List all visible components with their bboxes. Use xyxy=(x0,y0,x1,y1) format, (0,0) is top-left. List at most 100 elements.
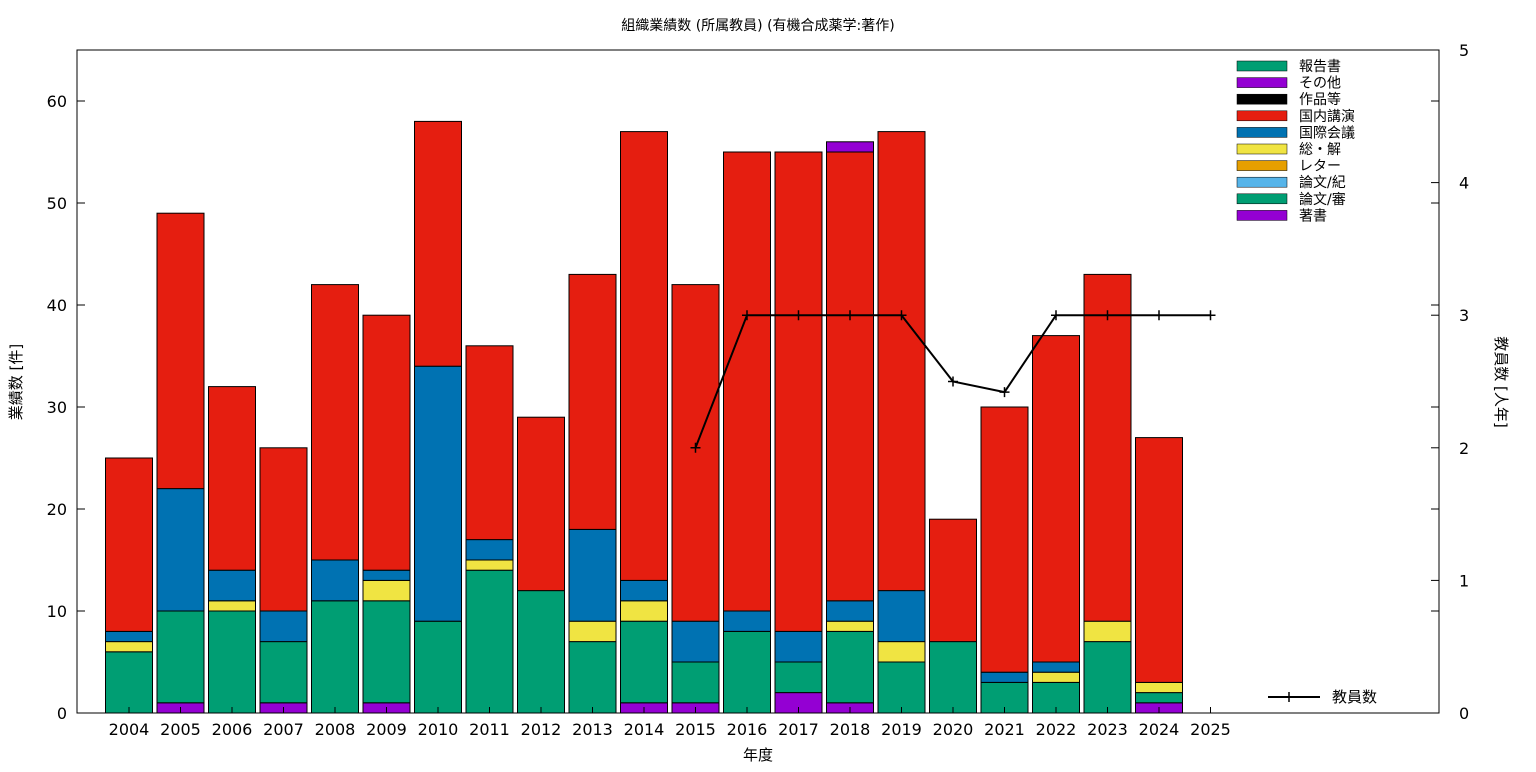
x-tick-label: 2012 xyxy=(521,720,562,739)
y-tick-label: 60 xyxy=(47,92,67,111)
y-axis-label: 業績数 [件] xyxy=(7,344,25,420)
bar-segment xyxy=(1083,641,1132,714)
legend-line-label: 教員数 xyxy=(1332,688,1377,706)
bar-segment xyxy=(414,365,462,622)
bar-segment xyxy=(208,610,256,714)
y2-tick-label: 1 xyxy=(1459,571,1469,590)
line-point-marker xyxy=(999,387,1010,398)
x-tick-label: 2013 xyxy=(572,720,613,739)
bar-segment xyxy=(774,630,823,663)
bar-segment xyxy=(1135,692,1183,704)
bar-segment xyxy=(826,630,874,704)
bar-segment xyxy=(568,641,617,714)
bar-segment xyxy=(105,651,153,714)
bar-segment xyxy=(105,630,153,643)
bar-segment xyxy=(362,314,411,571)
bar-segment xyxy=(311,600,359,714)
bar-segment xyxy=(826,141,874,153)
x-tick-label: 2004 xyxy=(109,720,150,739)
bar-segment xyxy=(568,528,617,622)
x-tick-label: 2019 xyxy=(881,720,922,739)
bar-segment xyxy=(1135,437,1183,683)
x-tick-label: 2023 xyxy=(1087,720,1128,739)
bar-segment xyxy=(826,620,874,632)
x-tick-label: 2021 xyxy=(984,720,1025,739)
bar-segment xyxy=(929,641,977,714)
bar-segment xyxy=(259,447,308,612)
bar-segment xyxy=(1032,661,1080,673)
bar-segment xyxy=(259,641,308,704)
bar-segment xyxy=(105,641,153,653)
bar-segment xyxy=(568,273,617,530)
legend-swatch xyxy=(1236,60,1288,72)
x-tick-label: 2015 xyxy=(675,720,716,739)
y-tick-label: 10 xyxy=(47,602,67,621)
bar-segment xyxy=(517,590,565,714)
bar-segment xyxy=(465,569,514,714)
bar-segment xyxy=(774,151,823,632)
legend-swatch xyxy=(1236,143,1288,155)
legend-swatch xyxy=(1236,160,1288,171)
bar-segment xyxy=(1032,671,1080,683)
legend-label: 報告書 xyxy=(1299,59,1341,75)
bar-segment xyxy=(877,661,926,714)
bar-segment xyxy=(671,284,720,622)
bar-segment xyxy=(620,579,668,602)
x-tick-label: 2020 xyxy=(933,720,974,739)
y-tick-label: 0 xyxy=(57,704,67,723)
bar-segment xyxy=(774,661,823,694)
x-tick-label: 2025 xyxy=(1190,720,1231,739)
bar-segment xyxy=(517,416,565,592)
bar-segment xyxy=(208,600,256,612)
x-tick-label: 2022 xyxy=(1036,720,1077,739)
y-tick-label: 30 xyxy=(47,398,67,417)
legend-label: 作品等 xyxy=(1299,91,1341,108)
bar-segment xyxy=(1083,620,1132,643)
legend-label: 論文/審 xyxy=(1299,192,1346,208)
x-tick-label: 2009 xyxy=(366,720,407,739)
line-point-marker xyxy=(690,442,701,453)
y2-tick-label: 2 xyxy=(1459,439,1469,458)
bar-segment xyxy=(877,590,926,643)
legend-swatch xyxy=(1236,110,1288,122)
y2-tick-label: 5 xyxy=(1459,41,1469,60)
y-tick-label: 40 xyxy=(47,296,67,315)
x-tick-label: 2024 xyxy=(1139,720,1180,739)
legend-label: 国内講演 xyxy=(1299,109,1355,125)
bar-segment xyxy=(208,569,256,602)
chart-title: 組織業績数 (所属教員) (有機合成薬学:著作) xyxy=(621,18,894,34)
bar-segment xyxy=(568,620,617,643)
bar-segment xyxy=(362,569,411,581)
y-tick-label: 20 xyxy=(47,500,67,519)
legend-label: レター xyxy=(1299,159,1341,175)
bar-segment xyxy=(414,620,462,714)
bar-segment xyxy=(826,151,874,602)
legend-swatch xyxy=(1236,77,1288,88)
bar-segment xyxy=(414,120,462,367)
x-tick-label: 2007 xyxy=(263,720,304,739)
legend-label: 論文/紀 xyxy=(1299,175,1346,191)
bar-segment xyxy=(929,518,977,643)
x-tick-label: 2014 xyxy=(624,720,665,739)
bar-segment xyxy=(105,457,153,632)
line-point-marker xyxy=(948,376,958,387)
bar-segment xyxy=(620,131,668,581)
bar-segment xyxy=(1135,681,1183,694)
bar-segment xyxy=(465,345,514,541)
bar-segment xyxy=(259,610,308,643)
x-tick-label: 2017 xyxy=(778,720,819,739)
bar-segment xyxy=(465,559,514,571)
line-point-marker xyxy=(1205,310,1216,321)
x-tick-label: 2008 xyxy=(315,720,356,739)
bar-segment xyxy=(156,610,205,704)
bar-segment xyxy=(620,600,668,622)
bar-segment xyxy=(877,641,926,663)
x-tick-label: 2016 xyxy=(727,720,768,739)
bar-segment xyxy=(826,600,874,622)
bar-segment xyxy=(362,600,411,704)
bar-segment xyxy=(877,131,926,592)
bar-segment xyxy=(980,406,1029,673)
line-point-marker xyxy=(1102,310,1113,321)
